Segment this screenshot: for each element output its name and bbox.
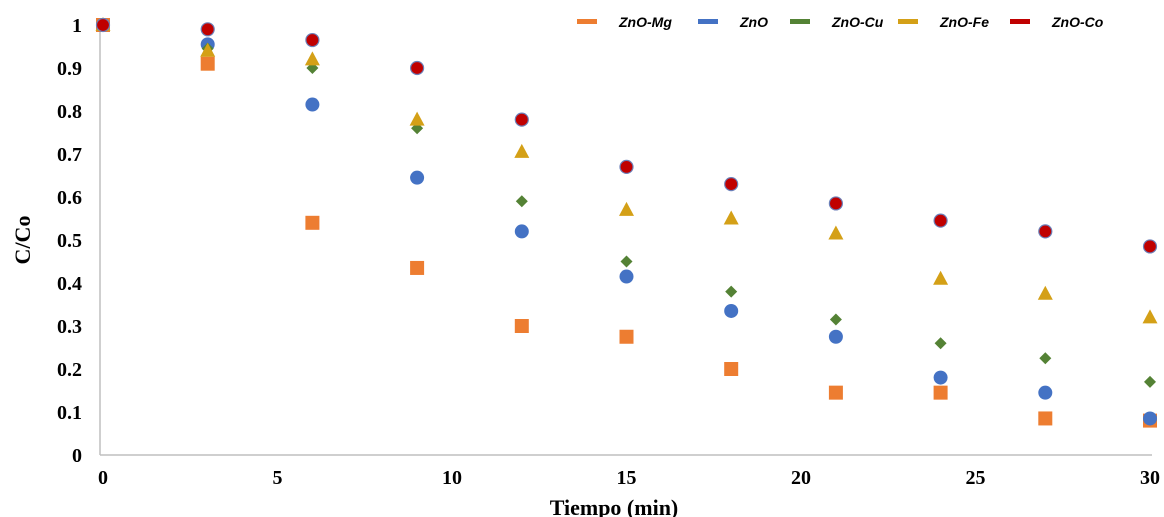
- data-point: [933, 270, 949, 285]
- axes: [99, 25, 1152, 456]
- data-point: [724, 177, 739, 192]
- y-tick-label: 0.6: [57, 187, 82, 209]
- tick-labels: 0 5 10 15 20 25 30 0 0.1 0.2 0.3 0.4 0.5 0.6 0.7 0.8 0.9…: [57, 15, 1160, 489]
- y-tick-label: 0.2: [57, 359, 82, 381]
- data-point: [828, 385, 843, 400]
- data-point: [619, 329, 634, 344]
- x-axis-title: Tiempo (min): [550, 495, 679, 517]
- data-point: [1142, 239, 1158, 254]
- y-axis-title: C/Co: [10, 216, 35, 265]
- y-tick-label: 0.1: [57, 402, 82, 424]
- legend-label: ZnO-Cu: [831, 14, 884, 30]
- data-point: [1038, 385, 1053, 400]
- data-point: [514, 143, 530, 158]
- series-zno: [96, 18, 1157, 426]
- y-tick-label: 0: [72, 445, 82, 467]
- data-point: [933, 213, 948, 228]
- data-point: [514, 319, 529, 333]
- data-point: [829, 313, 842, 326]
- series-zno-mg: [96, 18, 1157, 428]
- legend: ZnO-Mg ZnO ZnO-Cu ZnO-Fe ZnO-Co: [577, 14, 1104, 30]
- data-point: [619, 269, 634, 284]
- data-point: [619, 159, 634, 174]
- data-point: [200, 42, 216, 57]
- data-point: [828, 329, 843, 344]
- data-point: [723, 210, 739, 225]
- series-zno-fe: [95, 17, 1158, 324]
- y-tick-label: 0.5: [57, 230, 82, 252]
- data-point: [305, 215, 320, 230]
- data-points: [95, 17, 1158, 428]
- data-point: [724, 362, 739, 376]
- y-tick-label: 0.7: [57, 144, 82, 166]
- data-point: [933, 370, 948, 385]
- data-point: [200, 56, 215, 71]
- y-tick-label: 0.4: [57, 273, 82, 295]
- data-point: [514, 224, 529, 239]
- data-point: [1038, 224, 1053, 239]
- x-tick-label: 0: [98, 467, 108, 489]
- y-tick-label: 0.8: [57, 101, 82, 123]
- x-tick-label: 15: [617, 467, 637, 489]
- legend-swatch: [790, 19, 810, 24]
- x-tick-label: 20: [791, 467, 811, 489]
- legend-swatch: [898, 19, 918, 24]
- data-point: [305, 32, 320, 48]
- data-point: [933, 385, 948, 400]
- data-point: [409, 111, 425, 126]
- data-point: [1037, 285, 1053, 300]
- data-point: [200, 22, 215, 37]
- data-point: [828, 196, 844, 211]
- y-tick-label: 0.9: [57, 58, 82, 80]
- data-point: [1039, 352, 1052, 365]
- legend-swatch: [577, 19, 597, 24]
- x-tick-label: 5: [273, 467, 283, 489]
- x-tick-label: 25: [966, 467, 986, 489]
- data-point: [828, 225, 844, 240]
- legend-label: ZnO-Co: [1051, 14, 1104, 30]
- data-point: [515, 195, 528, 208]
- legend-label: ZnO-Fe: [939, 14, 989, 30]
- data-point: [410, 170, 425, 185]
- series-zno-co: [95, 17, 1158, 254]
- data-point: [620, 255, 633, 268]
- legend-swatch: [698, 19, 718, 24]
- data-point: [1038, 411, 1053, 426]
- data-point: [410, 260, 425, 275]
- legend-label: ZnO-Mg: [618, 14, 672, 30]
- data-point: [934, 337, 947, 350]
- data-point: [1142, 309, 1158, 324]
- data-point: [619, 201, 634, 216]
- data-point: [304, 51, 320, 66]
- data-point: [410, 60, 425, 76]
- data-point: [724, 303, 739, 318]
- data-point: [514, 112, 529, 127]
- y-tick-label: 1: [72, 15, 82, 37]
- x-tick-label: 10: [442, 467, 462, 489]
- y-tick-label: 0.3: [57, 316, 82, 338]
- legend-label: ZnO: [739, 14, 768, 30]
- data-point: [725, 285, 738, 298]
- data-point: [1144, 375, 1156, 388]
- data-point: [95, 17, 111, 33]
- data-point: [1143, 411, 1157, 426]
- x-tick-label: 30: [1140, 467, 1160, 489]
- legend-swatch: [1010, 19, 1030, 24]
- data-point: [305, 97, 320, 112]
